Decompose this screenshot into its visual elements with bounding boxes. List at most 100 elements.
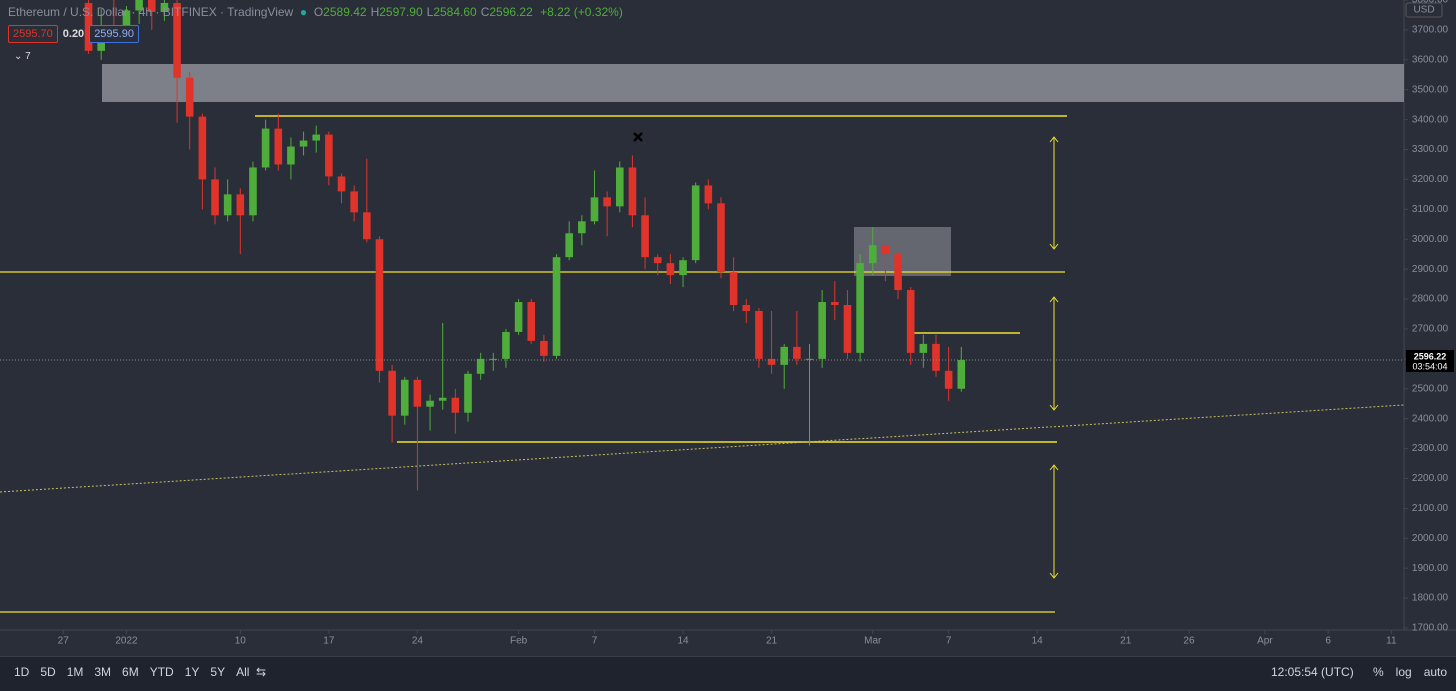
last-price-label: 2596.22 (1414, 351, 1447, 361)
candle-body (932, 343, 940, 371)
candle-body (198, 116, 207, 180)
scale-option[interactable]: % (1373, 665, 1384, 679)
spread: 0.20 (62, 28, 85, 40)
x-tick-label: 11 (1386, 636, 1397, 647)
clock[interactable]: 12:05:54 (UTC) (1271, 665, 1354, 679)
candle-body (691, 185, 700, 261)
chart: 1700.00 1800.00 1900.00 2000.00 2100.00 2200.… (0, 0, 1456, 656)
candle-body (552, 257, 561, 356)
y-tick-label: 3700.00 (1412, 25, 1449, 36)
candle-body (223, 194, 232, 216)
candle-body (628, 167, 637, 216)
candle-body (464, 373, 472, 413)
x-tick-label: 17 (323, 636, 335, 647)
axes: 1700.00 1800.00 1900.00 2000.00 2100.00 2200.… (0, 0, 1454, 647)
y-tick-label: 2900.00 (1412, 264, 1449, 275)
y-tick-label: 2000.00 (1412, 533, 1449, 544)
range-button[interactable]: 3M (94, 665, 112, 679)
candle-body (147, 0, 156, 12)
candle-body (135, 0, 143, 11)
candle-body (818, 302, 826, 359)
candle-body (350, 191, 358, 213)
symbol-title: Ethereum / U.S. Dollar · 4h · BITFINEX ·… (8, 5, 294, 19)
y-tick-label: 1900.00 (1412, 563, 1449, 574)
range-button[interactable]: 5D (40, 665, 56, 679)
scale-option[interactable]: log (1395, 665, 1412, 679)
y-tick-label: 2100.00 (1412, 503, 1449, 514)
candle-body (388, 370, 396, 416)
candle-body (160, 2, 169, 12)
candle-body (400, 379, 409, 416)
currency-box (1405, 2, 1443, 18)
range-button[interactable]: 6M (122, 665, 139, 679)
ohlc-values: O2589.42 H2597.90 L2584.60 C2596.22 (314, 5, 537, 19)
candle-body (451, 397, 460, 413)
range-button[interactable]: 1M (66, 665, 84, 679)
candle-body (590, 197, 599, 222)
candle-body (514, 302, 523, 332)
x-tick-label: 24 (412, 636, 424, 647)
x-tick-label: 10 (235, 636, 247, 647)
candle-body (805, 358, 814, 360)
y-tick-label: 3000.00 (1412, 234, 1449, 245)
y-tick-label: 2200.00 (1412, 473, 1449, 484)
x-tick-label: 21 (1120, 636, 1132, 647)
x-marker (633, 132, 643, 142)
ohlc-value: 2589.42 (323, 5, 367, 19)
indicator-count: 7 (25, 51, 31, 62)
candle-body (363, 212, 371, 240)
y-tick-label: 2700.00 (1412, 324, 1449, 335)
candle-body (274, 128, 283, 165)
candle-body (957, 359, 966, 389)
y-tick-label: 1800.00 (1412, 593, 1449, 604)
candle-body (767, 358, 776, 365)
currency: USD (1413, 5, 1434, 16)
candle-body (868, 245, 877, 264)
sell-price[interactable]: 2595.70 (8, 25, 58, 43)
price-axis (1404, 0, 1456, 656)
y-tick-label: 2300.00 (1412, 443, 1449, 454)
ohlc-value: 2596.22 (489, 5, 533, 19)
scale-options: % log auto (1373, 665, 1447, 679)
x-tick-label: Apr (1257, 636, 1273, 647)
range-button[interactable]: 1Y (184, 665, 200, 679)
candle-body (881, 245, 890, 255)
ohlc-label: H (370, 5, 380, 19)
x-tick-label: 7 (592, 636, 598, 647)
range-arrows (1049, 136, 1059, 579)
zone (854, 227, 951, 276)
indicator-toggle[interactable]: ⌄ 7 (14, 51, 31, 62)
x-tick-label: 7 (946, 636, 952, 647)
scale-option[interactable]: auto (1423, 665, 1448, 679)
candle-body (856, 263, 864, 353)
range-button[interactable]: All (236, 665, 250, 679)
candle-body (375, 239, 384, 371)
x-tick-label: Mar (864, 636, 882, 647)
candle-body (641, 215, 649, 258)
x-tick-label: 21 (766, 636, 778, 647)
ohlc-value: 2584.60 (433, 5, 477, 19)
x-tick-label: 14 (677, 636, 689, 647)
candle-body (413, 379, 422, 407)
candle-body (325, 134, 333, 177)
range-button[interactable]: 5Y (210, 665, 226, 679)
order-boxes: 2595.70 0.20 2595.90 (8, 25, 139, 43)
y-tick-label: 2400.00 (1412, 413, 1449, 424)
candle-body (173, 2, 181, 78)
range-buttons: 1D 5D 1M 3M 6M YTD 1Y 5Y All (14, 665, 249, 679)
range-button[interactable]: YTD (149, 665, 174, 679)
candle-body (843, 305, 852, 353)
x-tick-label: Feb (510, 636, 528, 647)
candle-body (438, 397, 447, 401)
candle-body (122, 10, 131, 36)
candle-body (578, 221, 586, 234)
y-tick-label: 3100.00 (1412, 204, 1449, 215)
date-range-icon[interactable]: ⇆ (256, 665, 267, 679)
candle-body (287, 146, 295, 165)
candle-body (906, 290, 915, 353)
x-tick-label: 6 (1325, 636, 1331, 647)
buy-price[interactable]: 2595.90 (89, 25, 139, 43)
candle-body (236, 194, 245, 216)
range-button[interactable]: 1D (14, 665, 30, 679)
